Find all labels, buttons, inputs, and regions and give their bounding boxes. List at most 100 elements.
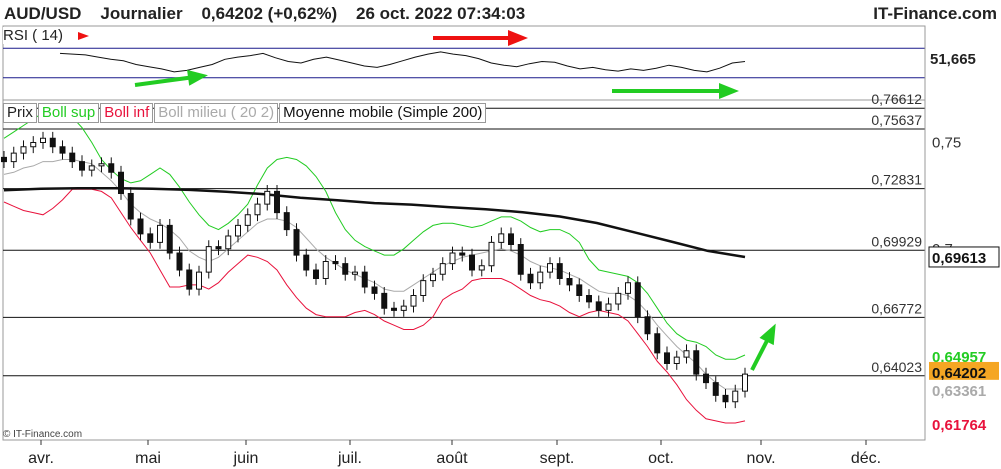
- level-label: 0,75637: [871, 112, 922, 128]
- level-label: 0,69929: [871, 233, 922, 249]
- arrow-right-icon-head-icon: [719, 83, 739, 99]
- candle-body: [693, 350, 700, 375]
- candle-body: [118, 171, 124, 194]
- arrow-up-icon-head-icon: [187, 69, 208, 86]
- legend-boll-inf[interactable]: Boll inf: [100, 103, 154, 123]
- brand-logo-text: IT-Finance.com: [873, 4, 997, 23]
- legend-boll-sup[interactable]: Boll sup: [37, 103, 100, 123]
- candle-body: [615, 292, 622, 305]
- candle-body: [40, 137, 46, 143]
- price-tag-label: 0,61764: [932, 417, 987, 434]
- price-panel: 0,76612 0,75637 0,72831 0,69929 0,66772 0,640…: [1, 91, 926, 441]
- candle-body: [127, 193, 134, 220]
- candle-body: [88, 165, 95, 171]
- x-tick-label: juin: [233, 450, 259, 467]
- candle-body: [264, 190, 271, 205]
- candle-body: [20, 146, 27, 154]
- candle-body: [225, 235, 232, 250]
- mm200-line: [3, 186, 746, 259]
- candle-body: [371, 286, 378, 294]
- rsi-panel: [2, 25, 926, 101]
- candle-body: [59, 146, 66, 154]
- x-tick-label: oct.: [648, 450, 674, 467]
- legend-boll-milieu[interactable]: Boll milieu ( 20 2): [154, 103, 279, 123]
- price-frame: [2, 99, 926, 441]
- level-label: 0,72831: [871, 172, 922, 188]
- x-tick-label: nov.: [746, 450, 775, 467]
- datetime: 26 oct. 2022 07:34:03: [356, 4, 526, 23]
- price-tag-box: [929, 379, 999, 400]
- candle-body: [147, 233, 154, 243]
- candle-body: [352, 271, 358, 275]
- candle-body: [595, 301, 602, 311]
- arrow-up-icon-head-icon: [759, 323, 776, 346]
- candle-body: [712, 382, 719, 396]
- price-change: (+0,62%): [267, 4, 338, 23]
- candle-body: [244, 214, 251, 226]
- candle-body: [69, 152, 76, 163]
- level-label: 0,76612: [871, 91, 922, 107]
- candle-body: [742, 373, 748, 392]
- candle-body: [98, 163, 105, 167]
- rsi-marker-icon: [78, 32, 89, 40]
- level-label: 0,64023: [871, 359, 922, 375]
- boll-inf-line: [3, 188, 746, 424]
- price-axis: 51,6650,750,70,696130,649570,642020,6336…: [78, 26, 1000, 440]
- candle-body: [10, 152, 17, 163]
- price-tag-box: [929, 413, 999, 434]
- legend-prix[interactable]: Prix: [3, 103, 37, 123]
- candle-body: [196, 271, 202, 290]
- candle-body: [332, 261, 339, 265]
- y-tick-label: 0,75: [932, 135, 961, 152]
- candle-body: [439, 263, 446, 275]
- last-price: 0,64202: [201, 4, 263, 23]
- x-tick-label: juil.: [337, 450, 362, 467]
- candle-body: [205, 246, 212, 273]
- candle-body: [293, 229, 300, 256]
- candle-body: [30, 142, 37, 148]
- candle-body: [469, 254, 475, 271]
- candle-body: [517, 244, 524, 275]
- candle-body: [235, 224, 241, 237]
- candle-body: [634, 282, 641, 318]
- candle-body: [79, 161, 85, 171]
- price-tag-label: 0,63361: [932, 383, 986, 400]
- price-tag-label: 0,69613: [932, 250, 986, 267]
- candle-body: [342, 263, 349, 275]
- candle-body: [166, 224, 173, 254]
- price-tag-label: 0,64202: [932, 365, 986, 382]
- candle-body: [673, 356, 680, 364]
- candle-body: [576, 284, 583, 296]
- candle-body: [654, 333, 661, 354]
- candle-body: [313, 269, 319, 279]
- rsi-value-label: 51,665: [930, 51, 976, 68]
- candle-body: [459, 252, 466, 256]
- candle-body: [732, 390, 739, 403]
- copyright: © IT-Finance.com: [3, 429, 83, 440]
- legend-mm200[interactable]: Moyenne mobile (Simple 200): [279, 103, 487, 123]
- candle-body: [157, 224, 163, 243]
- candle-body: [625, 282, 631, 294]
- candle-body: [644, 316, 651, 335]
- candle-body: [215, 246, 222, 250]
- candle-body: [537, 271, 544, 284]
- candle-body: [108, 163, 115, 173]
- x-tick-label: déc.: [851, 450, 881, 467]
- period: Journalier: [100, 4, 183, 23]
- candle-body: [683, 350, 690, 358]
- candle-body: [703, 373, 709, 384]
- candle-body: [449, 252, 456, 265]
- x-tick-label: sept.: [540, 450, 575, 467]
- candle-body: [410, 295, 417, 307]
- level-label: 0,66772: [871, 300, 922, 316]
- candle-body: [283, 212, 290, 231]
- candle-body: [322, 261, 329, 279]
- candle-body: [478, 265, 485, 271]
- rsi-label: RSI ( 14): [3, 27, 64, 44]
- arrow-right-icon-head-icon: [508, 30, 528, 46]
- time-axis: avr. mai juin juil. août sept. oct. nov. déc.: [3, 439, 925, 467]
- candle-body: [49, 137, 56, 148]
- boll-sup-line: [3, 110, 746, 360]
- candle-body: [430, 273, 436, 282]
